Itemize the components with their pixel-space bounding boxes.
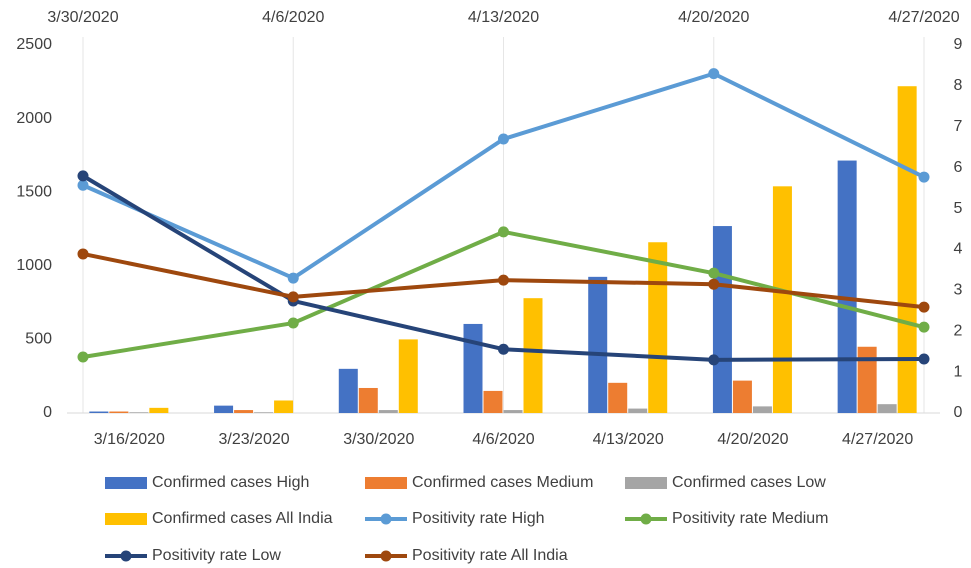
y-tick-label: 2000 (16, 110, 52, 127)
legend-swatch (105, 477, 147, 489)
line-point (498, 343, 509, 355)
x2-tick-label: 4/6/2020 (262, 9, 324, 26)
bar (752, 406, 772, 413)
bar (109, 411, 129, 413)
legend-swatch (365, 477, 407, 489)
line-point (287, 317, 299, 329)
y2-tick-label: 0 (954, 404, 963, 421)
y2-tick-label: 5 (954, 200, 963, 217)
bar (149, 407, 169, 413)
line-point (918, 301, 930, 313)
x-tick-label: 3/30/2020 (343, 431, 414, 448)
bar (129, 412, 149, 413)
x2-tick-label: 3/30/2020 (47, 9, 118, 26)
line-point (708, 68, 720, 80)
bar (628, 408, 648, 413)
bar (857, 346, 877, 413)
y-tick-label: 1500 (16, 183, 52, 200)
legend-label: Confirmed cases High (152, 474, 309, 491)
y2-tick-label: 8 (954, 77, 963, 94)
bar (338, 368, 358, 413)
bar (254, 412, 274, 413)
y2-tick-label: 2 (954, 322, 963, 339)
legend-swatch (380, 513, 392, 525)
y-tick-label: 500 (25, 331, 52, 348)
bar (398, 339, 418, 413)
bar (274, 400, 294, 413)
legend-swatch (640, 513, 652, 525)
line-point (287, 291, 299, 303)
bar (837, 160, 857, 413)
bar (772, 186, 792, 413)
y2-tick-label: 3 (954, 282, 963, 299)
bar (877, 404, 897, 413)
legend-swatch (380, 550, 392, 562)
legend-label: Confirmed cases Medium (412, 474, 593, 491)
y-tick-label: 1000 (16, 257, 52, 274)
bar (378, 410, 398, 413)
line-point (708, 354, 720, 366)
y2-tick-label: 1 (954, 363, 963, 380)
legend-label: Confirmed cases Low (672, 474, 826, 491)
line-point (498, 274, 509, 286)
line-point (77, 351, 89, 363)
y-tick-label: 0 (43, 404, 52, 421)
legend-swatch (105, 513, 147, 525)
bar (503, 410, 523, 413)
legend-label: Positivity rate Medium (672, 510, 829, 527)
line-point (708, 267, 720, 279)
bar (523, 298, 543, 413)
x2-tick-label: 4/20/2020 (678, 9, 749, 26)
line-point (287, 272, 299, 284)
legend-label: Positivity rate All India (412, 547, 568, 564)
legend-label: Positivity rate Low (152, 547, 281, 564)
line-point (498, 133, 509, 145)
line-point (498, 226, 509, 238)
bar (483, 390, 503, 413)
bar (897, 86, 917, 413)
bar (463, 323, 483, 413)
y2-tick-label: 4 (954, 241, 963, 258)
line-point (708, 278, 720, 290)
bar (588, 276, 608, 413)
y2-tick-label: 7 (954, 118, 963, 135)
bar (732, 380, 752, 413)
bar (712, 226, 732, 413)
bar (358, 387, 378, 413)
legend-label: Confirmed cases All India (152, 510, 333, 527)
line-point (77, 170, 89, 182)
line-point (918, 353, 930, 365)
line-point (77, 179, 89, 191)
x2-tick-label: 4/13/2020 (468, 9, 539, 26)
bar (234, 410, 254, 413)
x-tick-label: 3/23/2020 (218, 431, 289, 448)
bar (608, 382, 628, 413)
bar (214, 405, 234, 413)
legend-swatch (625, 477, 667, 489)
x-tick-label: 3/16/2020 (94, 431, 165, 448)
bar (89, 411, 109, 413)
x-tick-label: 4/13/2020 (593, 431, 664, 448)
x-tick-label: 4/27/2020 (842, 431, 913, 448)
line-point (77, 248, 89, 260)
line-point (918, 321, 930, 333)
y2-tick-label: 9 (954, 36, 963, 53)
y2-tick-label: 6 (954, 159, 963, 176)
x-tick-label: 4/20/2020 (717, 431, 788, 448)
x-tick-label: 4/6/2020 (472, 431, 534, 448)
legend-label: Positivity rate High (412, 510, 545, 527)
legend-swatch (120, 550, 132, 562)
line-point (918, 171, 930, 183)
bar (648, 242, 668, 413)
y-tick-label: 2500 (16, 36, 52, 53)
x2-tick-label: 4/27/2020 (888, 9, 959, 26)
